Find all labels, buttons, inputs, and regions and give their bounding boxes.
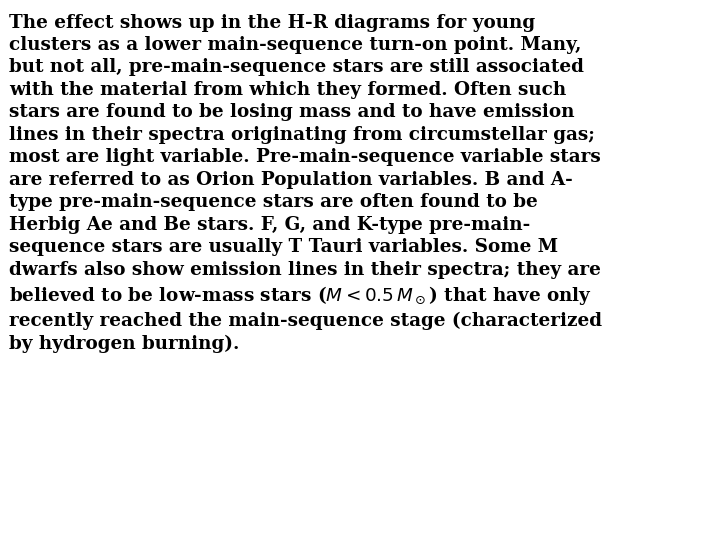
Text: The effect shows up in the H-R diagrams for young
clusters as a lower main-seque: The effect shows up in the H-R diagrams … [9,14,603,353]
